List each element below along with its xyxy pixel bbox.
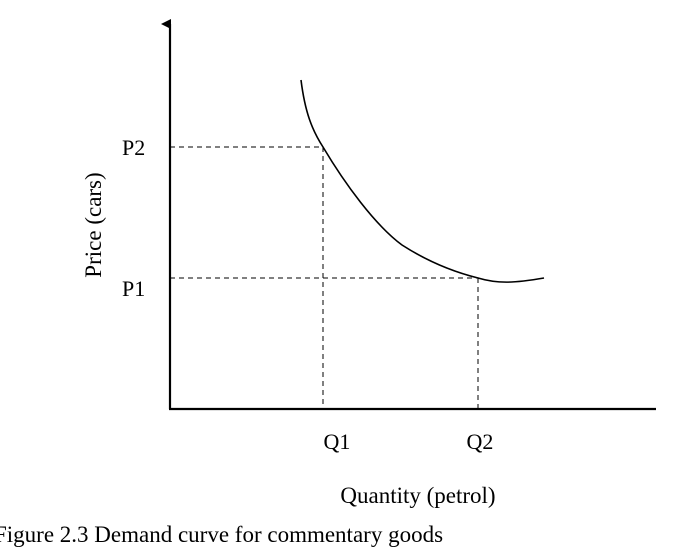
y-tick-label-p2: P2 — [122, 135, 145, 160]
y-axis-label: Price (cars) — [81, 172, 106, 277]
point-q1-p2 — [322, 146, 324, 148]
x-axis-label: Quantity (petrol) — [340, 483, 495, 508]
x-tick-label-q2: Q2 — [467, 429, 494, 454]
point-q2-p1 — [477, 277, 479, 279]
figure-caption-text: Figure 2.3 Demand curve for commentary g… — [0, 522, 444, 547]
figure-caption: Figure 2.3 Demand curve for commentary g… — [0, 517, 689, 553]
y-tick-label-p1: P1 — [122, 276, 145, 301]
x-tick-label-q1: Q1 — [324, 429, 351, 454]
demand-curve-line — [300, 79, 545, 283]
